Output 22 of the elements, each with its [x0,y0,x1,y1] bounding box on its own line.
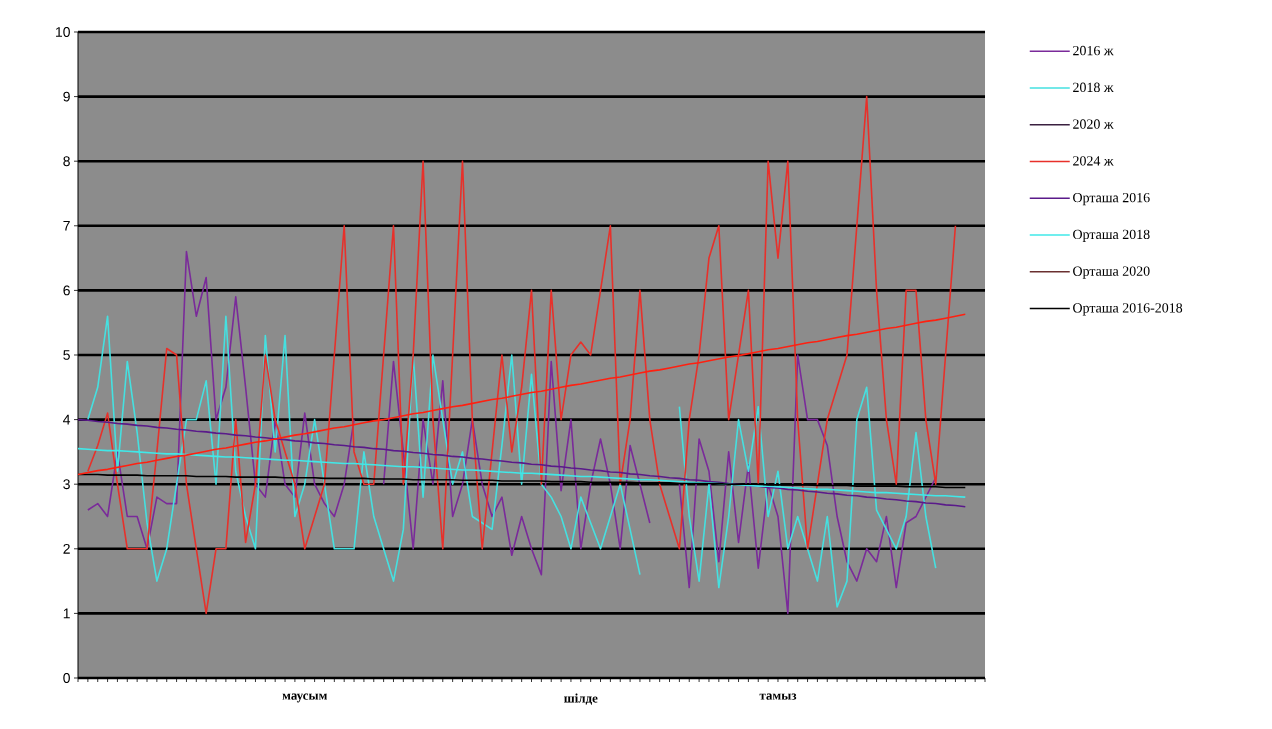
y-tick-label: 8 [63,156,70,167]
legend-label: Орташа 2018 [1073,229,1150,242]
y-tick-label: 1 [63,608,70,619]
y-tick-label: 0 [63,673,70,683]
y-tick-label: 4 [63,414,71,425]
y-tick-label: 9 [63,91,70,102]
legend-label: Орташа 2016 [1073,192,1150,206]
y-tick-label: 6 [63,285,70,296]
legend-label: 2018 ж [1073,82,1114,93]
legend-label: 2016 ж [1073,45,1114,56]
x-tick-label: маусым [282,693,328,703]
y-tick-label: 2 [63,543,70,554]
y-tick-label: 3 [63,479,70,490]
legend-label: Орташа 2020 [1073,266,1150,279]
legend-label: Орташа 2016-2018 [1073,303,1183,316]
x-tick-label: тамыз [759,693,797,700]
legend-label: 2024 ж [1073,156,1114,166]
legend-label: 2020 ж [1073,119,1114,129]
y-tick-label: 7 [63,221,70,231]
y-tick-label: 5 [63,350,70,360]
x-tick-label: шілде [564,693,598,705]
y-tick-label: 10 [56,27,70,37]
